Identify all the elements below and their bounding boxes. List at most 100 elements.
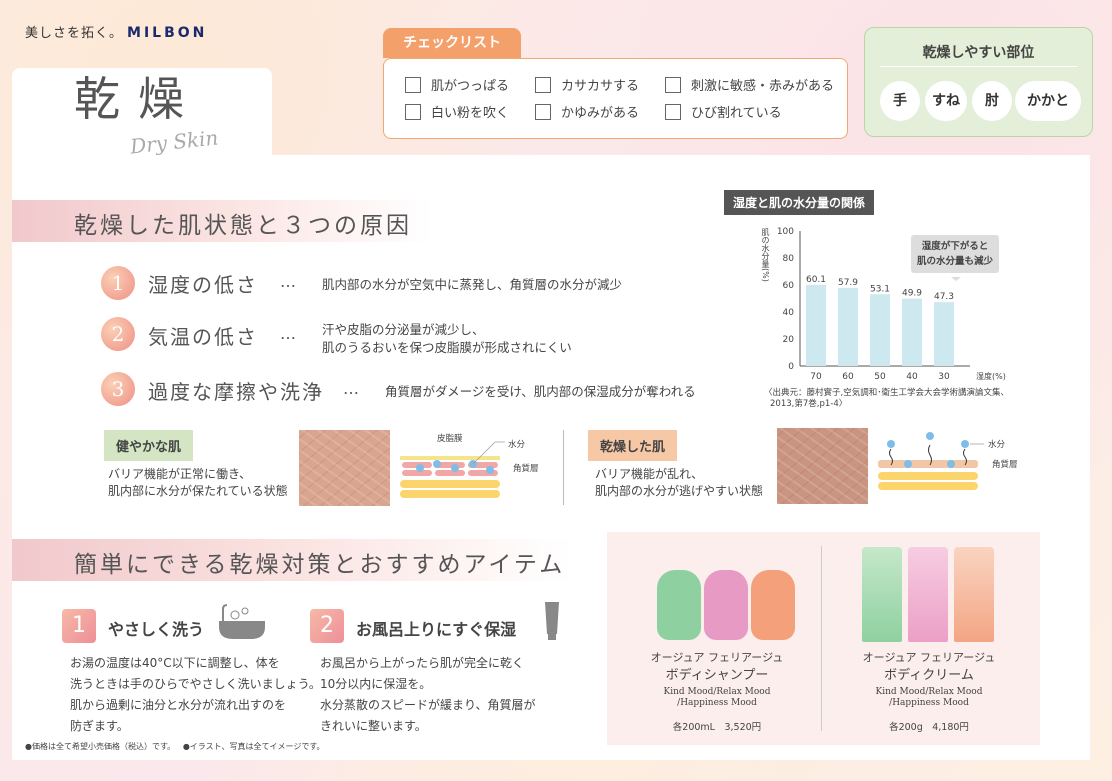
chart-source: 〈出典元：藤村實子,空気調和･衛生工学会大会学術講演論文集、 2013,第7巻,… [764, 388, 1009, 410]
y-tick-label: 80 [783, 254, 795, 264]
x-tick-label: 40 [906, 372, 918, 382]
cause-desc: 肌のうるおいを保つ皮脂膜が形成されにくい [322, 340, 572, 355]
label-stratum: 角質層 [992, 460, 1018, 470]
desc-line: バリア機能が正常に働き、 [108, 467, 252, 481]
body-part: すね [925, 81, 967, 121]
checkbox[interactable] [665, 76, 681, 93]
checklist-item[interactable]: 白い粉を吹く [405, 102, 509, 121]
checklist-item[interactable]: 肌がつっぱる [405, 75, 509, 94]
body-line: きれいに整います。 [320, 719, 427, 733]
cause-desc: 肌内部の水分が空気中に蒸発し、角質層の水分が減少 [322, 277, 623, 292]
dry-skin-photo [777, 428, 868, 504]
source-line: 〈出典元：藤村實子,空気調和･衛生工学会大会学術講演論文集、 [764, 388, 1009, 398]
body-line: 10分以内に保湿を。 [320, 677, 432, 691]
cause-desc: 角質層がダメージを受け、肌内部の保湿成分が奪われる [385, 384, 696, 399]
cause-number: 3 [101, 372, 135, 406]
y-tick-label: 0 [788, 362, 794, 372]
checklist-label: 白い粉を吹く [431, 106, 510, 121]
section2-header: 簡単にできる乾燥対策とおすすめアイテム [12, 539, 572, 581]
products-panel: オージュア フェリアージュ ボディシャンプー Kind Mood/Relax M… [607, 532, 1040, 745]
product-series: オージュア フェリアージュ [650, 651, 784, 664]
checkbox[interactable] [405, 103, 421, 120]
step-number: 1 [62, 609, 96, 643]
cause-number: 2 [101, 317, 135, 351]
page-title: 乾燥 [74, 72, 202, 126]
cause-number: 1 [101, 266, 135, 300]
cause-title: 湿度の低さ [148, 273, 258, 297]
brand-name: MILBON [127, 25, 208, 41]
cream-tube-relax [908, 547, 948, 642]
desc-line: 肌内部に水分が保たれている状態 [108, 484, 288, 498]
label-water: 水分 [988, 440, 1006, 450]
checklist-item[interactable]: ひび割れている [665, 102, 782, 121]
footnotes: ●価格は全て希望小売価格（税込）です。 ●イラスト、写真は全てイメージです。 [25, 741, 325, 752]
data-label: 47.3 [934, 292, 954, 302]
y-axis-label: 肌の水分量(%) [761, 228, 770, 282]
product-price: 各200g 4,180円 [889, 722, 969, 733]
x-tick-label: 50 [874, 372, 886, 382]
checkbox[interactable] [405, 76, 421, 93]
healthy-skin-label: 健やかな肌 [104, 430, 194, 461]
product-variants: Kind Mood/Relax Mood/Happiness Mood [839, 687, 1019, 709]
variant-line: Kind Mood/Relax Mood [875, 687, 983, 697]
body-part: 肘 [972, 81, 1012, 121]
bar [870, 294, 890, 366]
checkbox[interactable] [535, 76, 551, 93]
chart-title: 湿度と肌の水分量の関係 [724, 190, 875, 215]
cause-desc: 汗や皮脂の分泌量が減少し、 [322, 322, 485, 337]
product-name: ボディシャンプー [665, 668, 769, 683]
variant-line: /Happiness Mood [677, 698, 757, 708]
step-number: 2 [310, 609, 344, 643]
data-label: 60.1 [806, 275, 826, 285]
desc-line: 肌内部の水分が逃げやすい状態 [595, 484, 764, 498]
dry-skin-label: 乾燥した肌 [588, 430, 678, 461]
title-card: 乾燥 Dry Skin [12, 68, 272, 160]
brand-tagline: 美しさを拓く。 [25, 26, 124, 41]
checklist-item[interactable]: 刺激に敏感・赤みがある [665, 75, 834, 94]
footnote: ●価格は全て希望小売価格（税込）です。 [25, 742, 176, 751]
dry-skin-desc: バリア機能が乱れ、 肌内部の水分が逃げやすい状態 [595, 466, 763, 500]
step-title: やさしく洗う [108, 620, 205, 639]
product-series: オージュア フェリアージュ [862, 651, 996, 664]
checklist-item[interactable]: かゆみがある [535, 102, 639, 121]
data-label: 49.9 [902, 289, 922, 299]
source-line: 2013,第7巻,p1-4〉 [770, 399, 848, 409]
product-variants: Kind Mood/Relax Mood/Happiness Mood [627, 687, 807, 709]
shampoo-bottle-kind [657, 570, 701, 640]
variant-line: Kind Mood/Relax Mood [663, 687, 771, 697]
annotation-line: 湿度が下がると [921, 241, 989, 252]
body-line: お風呂から上がったら肌が完全に乾く [320, 656, 525, 670]
step-title: お風呂上りにすぐ保湿 [356, 620, 517, 639]
checklist-label: カサカサする [561, 79, 640, 94]
checkbox[interactable] [665, 103, 681, 120]
x-axis-label: 湿度(%) [976, 371, 1006, 381]
body-part: かかと [1015, 81, 1081, 121]
cause-dots: … [343, 379, 361, 398]
y-tick-label: 60 [783, 281, 795, 291]
bathtub-icon [219, 604, 265, 639]
shampoo-bottle-happiness [751, 570, 795, 640]
step-body: お風呂から上がったら肌が完全に乾く 10分以内に保湿を。水分蒸散のスピードが緩まり… [320, 653, 536, 737]
section1-title: 乾燥した肌状態と３つの原因 [74, 213, 412, 239]
cause-dots: … [280, 324, 298, 343]
brand-logo: 美しさを拓く。 MILBON [25, 22, 207, 41]
body-part: 手 [880, 81, 920, 121]
checklist-item[interactable]: カサカサする [535, 75, 639, 94]
variant-line: /Happiness Mood [889, 698, 969, 708]
bar [838, 287, 858, 366]
cream-tube-kind [862, 547, 902, 642]
cream-tube-happiness [954, 547, 994, 642]
checkbox[interactable] [535, 103, 551, 120]
healthy-skin-desc: バリア機能が正常に働き、肌内部に水分が保たれている状態 [108, 466, 288, 500]
cream-tube-icon [545, 602, 559, 640]
body-line: 洗うときは手のひらでやさしく洗いましょう。 [70, 677, 321, 691]
cause-title: 気温の低さ [148, 325, 258, 349]
annotation-line: 肌の水分量も減少 [916, 256, 993, 267]
healthy-skin-diagram [400, 441, 505, 498]
checklist-label: ひび割れている [691, 106, 782, 121]
chart-annotation: 湿度が下がると 肌の水分量も減少 [911, 235, 999, 281]
body-line: 水分蒸散のスピードが緩まり、角質層が [320, 698, 536, 712]
section1-header: 乾燥した肌状態と３つの原因 [12, 200, 432, 242]
x-tick-label: 60 [842, 372, 854, 382]
x-tick-label: 30 [938, 372, 950, 382]
